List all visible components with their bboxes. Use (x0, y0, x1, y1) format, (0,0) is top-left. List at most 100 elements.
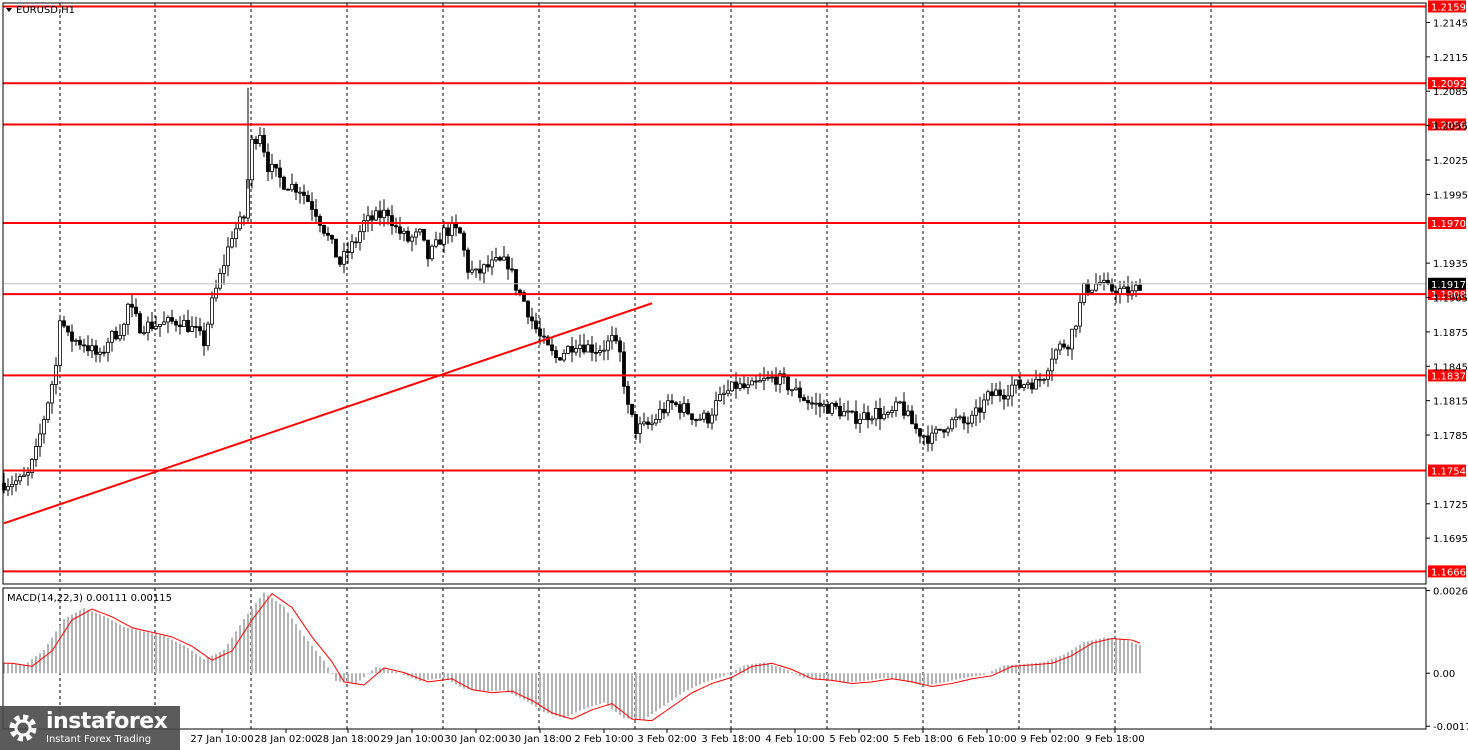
candle-body (358, 231, 362, 243)
price-tick-label: 1.2115 (1433, 53, 1468, 64)
candle-body (954, 416, 958, 421)
candle-body (646, 421, 650, 425)
candle-body (6, 486, 10, 491)
candle-body (338, 256, 342, 265)
candle-body (126, 303, 130, 325)
candle-body (754, 380, 758, 383)
candle-body (1066, 346, 1070, 350)
time-tick-label: 30 Jan 02:00 (444, 734, 507, 745)
candle-body (1086, 283, 1090, 293)
candle-body (670, 400, 674, 404)
candle-body (214, 287, 218, 299)
candle-body (494, 257, 498, 261)
candle-body (806, 400, 810, 404)
candle-body (1058, 343, 1062, 351)
candle-body (270, 163, 274, 172)
time-tick-label: 5 Feb 18:00 (893, 734, 952, 745)
candle-body (218, 273, 222, 289)
candle-body (138, 313, 142, 334)
candle-body (230, 238, 234, 248)
symbol-header: EURUSD,H1 (6, 5, 75, 16)
macd-title: MACD(14,22,3) 0.00111 0.00115 (7, 593, 172, 604)
candle-body (774, 376, 778, 385)
candle-body (382, 209, 386, 218)
candle-body (718, 394, 722, 401)
candle-body (90, 345, 94, 352)
candle-body (522, 292, 526, 302)
candle-body (890, 410, 894, 413)
macd-axis: 0.00267 0.00 -0.00171 (1426, 586, 1468, 733)
candle-body (894, 401, 898, 411)
logo-name: instaforex (46, 709, 168, 734)
candle-body (1006, 395, 1010, 400)
level-tag-label: 1.1970 (1431, 219, 1466, 230)
candle-body (758, 380, 762, 383)
candle-body (950, 419, 954, 430)
candle-body (1034, 378, 1038, 390)
time-tick-label: 28 Jan 02:00 (254, 734, 317, 745)
candle-body (86, 345, 90, 352)
candle-body (1090, 289, 1094, 293)
candle-body (242, 216, 246, 219)
price-tick-label: 1.1845 (1433, 362, 1468, 373)
candle-body (46, 402, 50, 420)
candle-body (474, 268, 478, 271)
trendline[interactable] (3, 302, 653, 525)
candle-body (830, 402, 834, 414)
dropdown-triangle-icon[interactable] (6, 8, 12, 12)
candle-body (1038, 378, 1042, 381)
candle-body (378, 210, 382, 218)
candle-body (1054, 349, 1058, 360)
candle-body (1130, 290, 1134, 296)
candle-body (366, 215, 370, 222)
time-tick-label: 29 Jan 10:00 (380, 734, 443, 745)
candle-body (518, 289, 522, 294)
candle-body (386, 209, 390, 216)
candle-body (990, 391, 994, 397)
candle-body (1074, 325, 1078, 330)
price-tick-label: 1.1935 (1433, 259, 1468, 270)
macd-signal-line (4, 592, 1141, 722)
level-tag (1428, 369, 1466, 382)
candle-body (866, 412, 870, 421)
candle-body (802, 397, 806, 401)
candle-body (346, 251, 350, 253)
price-candles (2, 87, 1142, 497)
candle-body (570, 345, 574, 353)
candle-body (610, 335, 614, 342)
candle-body (966, 422, 970, 425)
candle-body (50, 384, 54, 404)
level-tag (1428, 565, 1466, 578)
candle-body (342, 251, 346, 265)
price-tick-label: 1.1785 (1433, 431, 1468, 442)
candle-body (810, 402, 814, 405)
time-tick-label: 27 Jan 10:00 (190, 734, 253, 745)
candle-body (118, 335, 122, 340)
main-pane-border (2, 2, 1427, 585)
candle-body (742, 383, 746, 388)
candle-body (438, 239, 442, 245)
candle-body (22, 474, 26, 477)
candle-body (150, 321, 154, 330)
candle-body (170, 317, 174, 322)
candle-body (262, 135, 266, 153)
candle-body (986, 391, 990, 401)
candle-body (606, 340, 610, 351)
candle-body (114, 330, 118, 340)
candle-body (578, 344, 582, 349)
candle-body (898, 401, 902, 404)
candle-body (638, 423, 642, 434)
candle-body (1018, 379, 1022, 389)
candle-body (10, 483, 14, 487)
candle-body (234, 228, 238, 240)
candle-body (1062, 343, 1066, 348)
candle-body (470, 269, 474, 273)
candle-body (266, 151, 270, 172)
candle-body (1134, 284, 1138, 292)
level-lines: 1.2159 1.2092 1.2056 1.1970 1.1908 1.1837 1.17… (3, 0, 1466, 578)
candle-body (1102, 279, 1106, 283)
candle-body (958, 416, 962, 419)
candle-body (310, 201, 314, 210)
